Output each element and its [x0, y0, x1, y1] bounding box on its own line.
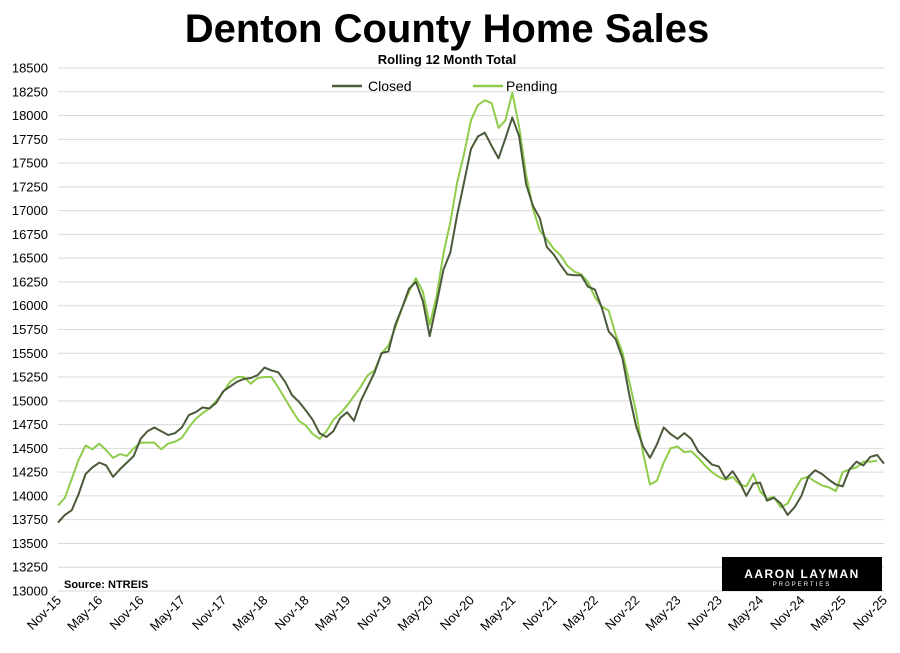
source-note: Source: NTREIS — [64, 579, 148, 591]
x-tick-label: Nov-23 — [685, 593, 725, 633]
y-tick-label: 18000 — [12, 108, 48, 123]
chart-title: Denton County Home Sales — [185, 7, 710, 51]
y-tick-label: 16750 — [12, 227, 48, 242]
x-tick-label: Nov-16 — [106, 593, 146, 633]
x-tick-label: May-18 — [229, 593, 270, 634]
y-tick-label: 14500 — [12, 441, 48, 456]
x-tick-label: Nov-20 — [437, 593, 477, 633]
y-tick-label: 14250 — [12, 465, 48, 480]
x-tick-label: Nov-19 — [354, 593, 394, 633]
x-tick-label: May-21 — [477, 593, 518, 634]
x-tick-label: May-22 — [560, 593, 601, 634]
y-tick-label: 15250 — [12, 370, 48, 385]
chart-subtitle: Rolling 12 Month Total — [378, 52, 516, 67]
grid-lines — [58, 67, 884, 592]
y-tick-label: 17750 — [12, 132, 48, 147]
y-tick-label: 18500 — [12, 61, 48, 76]
series-line-pending — [57, 91, 878, 509]
logo-background — [722, 557, 882, 591]
x-tick-label: Nov-15 — [24, 593, 64, 633]
y-tick-label: 17250 — [12, 179, 48, 194]
x-tick-label: May-20 — [395, 593, 436, 634]
y-tick-label: 14000 — [12, 488, 48, 503]
y-tick-label: 15750 — [12, 322, 48, 337]
logo: AARON LAYMAN PROPERTIES — [722, 557, 882, 591]
logo-subtext: PROPERTIES — [773, 582, 832, 588]
x-tick-label: Nov-17 — [189, 593, 229, 633]
y-tick-label: 16000 — [12, 298, 48, 313]
y-tick-label: 18250 — [12, 84, 48, 99]
x-axis: Nov-15 May-16 Nov-16 May-17 Nov-17 May-18 Nov-… — [24, 590, 890, 634]
y-tick-label: 15000 — [12, 393, 48, 408]
legend-closed-label: Closed — [368, 78, 412, 94]
x-tick-label: May-23 — [642, 593, 683, 634]
x-tick-label: May-19 — [312, 593, 353, 634]
y-tick-label: 13750 — [12, 512, 48, 527]
y-tick-label: 13250 — [12, 560, 48, 575]
x-tick-label: May-16 — [64, 593, 105, 634]
series-line-closed — [57, 116, 885, 524]
y-tick-label: 14750 — [12, 417, 48, 432]
x-tick-label: Nov-24 — [767, 593, 807, 633]
legend-pending-label: Pending — [506, 78, 557, 94]
y-tick-label: 13000 — [12, 584, 48, 599]
x-tick-label: May-24 — [725, 593, 766, 634]
y-tick-label: 17000 — [12, 203, 48, 218]
y-tick-label: 15500 — [12, 346, 48, 361]
y-axis: 13000 13250 13500 13750 14000 14250 14500 14750… — [12, 61, 48, 599]
y-tick-label: 17500 — [12, 156, 48, 171]
x-tick-label: Nov-21 — [519, 593, 559, 633]
y-tick-label: 13500 — [12, 536, 48, 551]
y-tick-label: 16500 — [12, 251, 48, 266]
series-group — [57, 91, 885, 524]
x-tick-label: May-25 — [808, 593, 849, 634]
x-tick-label: Nov-25 — [850, 593, 890, 633]
logo-text: AARON LAYMAN — [744, 567, 860, 581]
x-tick-label: Nov-18 — [272, 593, 312, 633]
x-tick-label: Nov-22 — [602, 593, 642, 633]
legend: Closed Pending — [332, 78, 557, 94]
y-tick-label: 16250 — [12, 274, 48, 289]
x-tick-label: May-17 — [147, 593, 188, 634]
